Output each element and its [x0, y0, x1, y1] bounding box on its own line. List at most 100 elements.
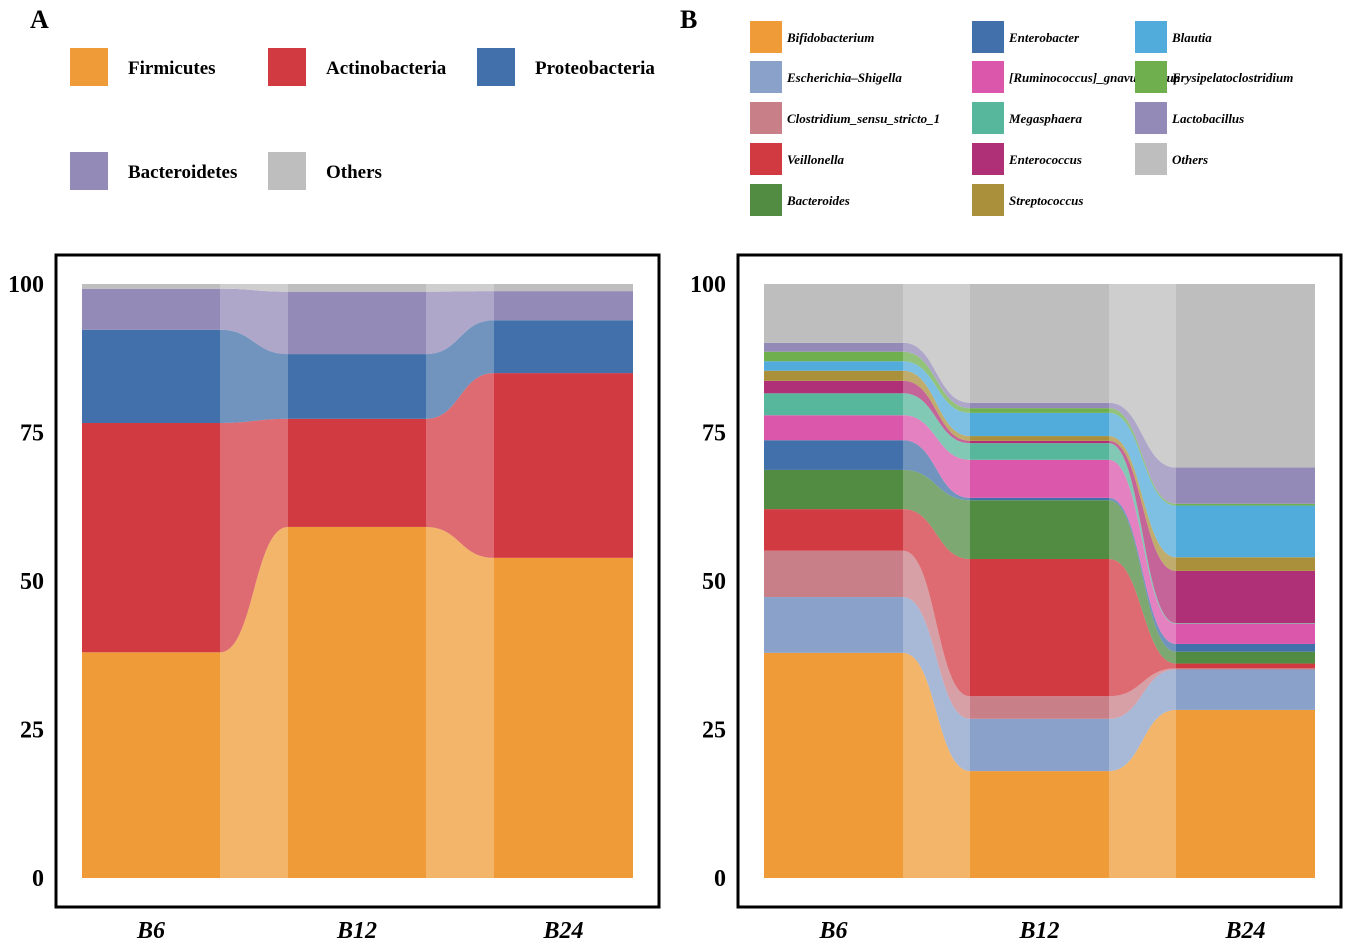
- flow--ruminococcus-gnavus-group: [903, 415, 970, 498]
- legend-swatch: [972, 102, 1004, 134]
- y-tick-label: 50: [702, 569, 726, 595]
- legend-item: Bacteroidetes: [70, 152, 237, 190]
- y-tick-label: 75: [20, 421, 44, 447]
- legend-swatch: [1135, 61, 1167, 93]
- flow-lactobacillus: [903, 342, 970, 409]
- flow-bifidobacterium: [903, 652, 970, 878]
- flow-enterobacter: [1109, 497, 1176, 652]
- y-tick-label: 25: [702, 718, 726, 744]
- legend-swatch: [972, 21, 1004, 53]
- flow-others: [903, 284, 970, 403]
- flow-lactobacillus: [1109, 402, 1176, 504]
- panel-letter: B: [680, 5, 697, 34]
- legend-item: Proteobacteria: [477, 48, 655, 86]
- bar-segment-enterococcus: [970, 440, 1109, 444]
- bar-segment-lactobacillus: [1176, 467, 1315, 504]
- bar-segment-bacteroidetes: [82, 288, 220, 330]
- legend-label: Streptococcus: [1009, 193, 1083, 208]
- x-tick-label: B12: [336, 918, 377, 944]
- flow-actinobacteria: [220, 418, 288, 653]
- bar-segment-bacteroides: [1176, 651, 1315, 664]
- legend-swatch: [477, 48, 515, 86]
- bar-segment--ruminococcus-gnavus-group: [970, 459, 1109, 498]
- panel-letter: A: [30, 5, 49, 34]
- legend-item: Others: [268, 152, 382, 190]
- legend-swatch: [972, 143, 1004, 175]
- y-tick-label: 0: [32, 866, 44, 892]
- legend-item: Bifidobacterium: [750, 21, 874, 53]
- legend-label: Enterococcus: [1008, 152, 1082, 167]
- y-tick-label: 0: [714, 866, 726, 892]
- legend: Bifidobacterium Escherichia–Shigella Clost…: [750, 21, 1293, 216]
- y-tick-label: 75: [702, 421, 726, 447]
- legend-label: Bacteroidetes: [128, 162, 237, 183]
- bar-segment--ruminococcus-gnavus-group: [764, 415, 903, 441]
- flow-bacteroidetes: [220, 288, 288, 355]
- legend-label: Bifidobacterium: [786, 30, 874, 45]
- bar-segment-lactobacillus: [764, 342, 903, 352]
- bar-segment-actinobacteria: [494, 373, 633, 558]
- legend-label: Actinobacteria: [326, 58, 447, 79]
- bar-segment-proteobacteria: [494, 320, 633, 374]
- legend-label: Blautia: [1171, 30, 1212, 45]
- panel-b: B 0 25 50 75 100 B6 B12 B24 Bifidobacterium Escher…: [680, 5, 1343, 944]
- legend-item: Lactobacillus: [1135, 102, 1244, 134]
- bar-segment-enterobacter: [764, 440, 903, 470]
- bar-segment-clostridium-sensu-stricto-1: [1176, 668, 1315, 670]
- legend-item: Actinobacteria: [268, 48, 447, 86]
- bar-segment-others: [970, 284, 1109, 403]
- bar-segment-bacteroidetes: [288, 291, 426, 355]
- legend-swatch: [750, 21, 782, 53]
- legend-item: Escherichia–Shigella: [750, 61, 902, 93]
- flow-veillonella: [903, 509, 970, 697]
- legend-label: Proteobacteria: [535, 58, 655, 79]
- flow-proteobacteria: [220, 329, 288, 423]
- bar-segment-firmicutes: [494, 557, 633, 878]
- flow-blautia: [903, 361, 970, 437]
- x-tick-label: B24: [542, 918, 583, 944]
- flow-streptococcus: [1109, 436, 1176, 571]
- flow-escherichia-shigella: [1109, 669, 1176, 772]
- legend-item: Others: [1135, 143, 1208, 175]
- flow-bacteroidetes: [426, 291, 494, 355]
- legend-label: Others: [326, 162, 382, 183]
- y-tick-label: 25: [20, 718, 44, 744]
- legend-swatch: [70, 152, 108, 190]
- legend-item: Clostridium_sensu_stricto_1: [750, 102, 940, 134]
- bar-segment-proteobacteria: [82, 329, 220, 423]
- bar-segment-others: [494, 284, 633, 292]
- y-tick-label: 50: [20, 569, 44, 595]
- plot-frame: [736, 253, 1343, 909]
- legend-label: Clostridium_sensu_stricto_1: [787, 111, 940, 126]
- legend-swatch: [972, 61, 1004, 93]
- bar-segment-veillonella: [764, 509, 903, 551]
- legend-item: Erysipelatoclostridium: [1135, 61, 1293, 93]
- flow--ruminococcus-gnavus-group: [1109, 459, 1176, 644]
- bar-segment-bacteroidetes: [494, 291, 633, 321]
- flow-actinobacteria: [426, 373, 494, 558]
- bar-segment-erysipelatoclostridium: [764, 351, 903, 362]
- flow-enterococcus: [903, 380, 970, 444]
- bar-segment-bifidobacterium: [1176, 709, 1315, 878]
- bar-segment-others: [1176, 284, 1315, 468]
- flow-bacteroides: [903, 469, 970, 560]
- flow-firmicutes: [426, 526, 494, 878]
- flow-escherichia-shigella: [903, 597, 970, 772]
- legend-label: Veillonella: [787, 152, 845, 167]
- bar-segment-clostridium-sensu-stricto-1: [764, 550, 903, 598]
- bar-segment-veillonella: [970, 559, 1109, 697]
- flow-clostridium-sensu-stricto-1: [903, 550, 970, 719]
- bar-segment-bacteroides: [764, 469, 903, 510]
- legend-swatch: [268, 48, 306, 86]
- flow-veillonella: [1109, 559, 1176, 697]
- flow-bifidobacterium: [1109, 709, 1176, 878]
- bar-segment-blautia: [970, 412, 1109, 437]
- flow-megasphaera: [903, 393, 970, 460]
- legend-label: Firmicutes: [128, 58, 216, 79]
- bar-segment-enterobacter: [1176, 643, 1315, 652]
- plot-frame: [54, 253, 661, 909]
- flow-erysipelatoclostridium: [1109, 408, 1176, 506]
- bar-segment-streptococcus: [1176, 557, 1315, 571]
- bar-segment-streptococcus: [970, 436, 1109, 441]
